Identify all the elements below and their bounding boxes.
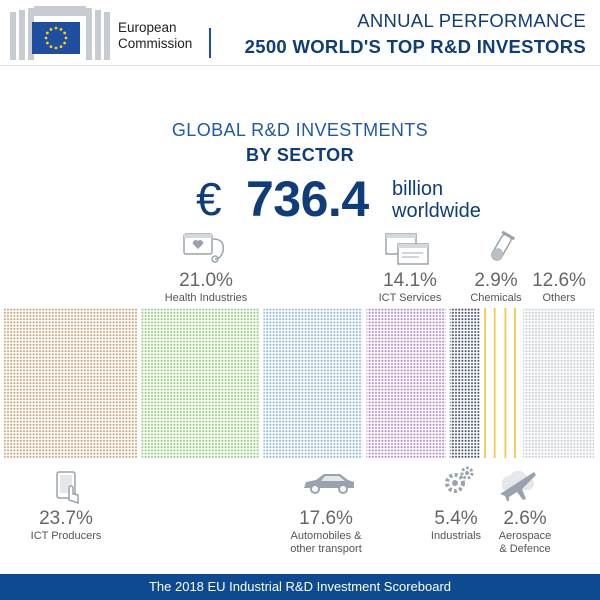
eu-flag-star xyxy=(45,41,49,45)
ict-producers-name: ICT Producers xyxy=(30,530,102,542)
eu-flag-star xyxy=(59,45,63,49)
sector-dots xyxy=(4,308,138,458)
eu-flag-star xyxy=(45,31,49,35)
eu-flag-star xyxy=(49,45,53,49)
header-bar: European Commission ANNUAL PERFORMANCE 2… xyxy=(0,0,600,66)
chemicals-percent: 2.9% xyxy=(474,270,518,291)
label-ict-producers: 23.7% ICT Producers xyxy=(20,508,112,543)
health-monitor-icon xyxy=(183,233,225,263)
aerospace-name-line2: & Defence xyxy=(499,543,551,555)
logo-text-line2: Commission xyxy=(118,36,193,51)
gears-icon xyxy=(445,466,474,493)
sector-dots xyxy=(263,308,363,458)
eu-flag-star xyxy=(59,27,63,31)
header-title: ANNUAL PERFORMANCE 2500 WORLD'S TOP R&D … xyxy=(245,10,586,58)
label-aerospace: 2.6% Aerospace & Defence xyxy=(490,508,560,556)
eu-flag-star xyxy=(44,36,48,40)
footer-bar: The 2018 EU Industrial R&D Investment Sc… xyxy=(0,574,600,600)
label-automobiles: 17.6% Automobiles & other transport xyxy=(280,508,372,556)
others-name: Others xyxy=(542,292,576,304)
sector-stripe xyxy=(514,308,516,458)
chemicals-name: Chemicals xyxy=(470,292,522,304)
sector-dot-chart xyxy=(4,308,594,458)
logo-divider xyxy=(209,28,211,58)
health-percent: 21.0% xyxy=(179,270,233,291)
car-icon xyxy=(304,474,354,494)
sector-stripe xyxy=(504,308,507,458)
ict-services-name: ICT Services xyxy=(378,292,442,304)
label-chemicals: 2.9% Chemicals xyxy=(464,270,528,305)
sector-block-chemicals xyxy=(484,308,496,458)
aerospace-percent: 2.6% xyxy=(503,508,547,529)
currency-symbol: € xyxy=(196,173,222,225)
automobiles-name-line1: Automobiles & xyxy=(290,530,362,542)
eu-flag-star xyxy=(63,31,67,35)
others-percent: 12.6% xyxy=(532,270,586,291)
aerospace-name-line1: Aerospace xyxy=(498,530,552,542)
sector-block-aerospace-defence xyxy=(504,308,516,458)
sector-block-automobiles-other-transport xyxy=(263,308,363,458)
eu-flag-star xyxy=(49,27,53,31)
automobiles-name-line2: other transport xyxy=(290,543,362,555)
sector-dots xyxy=(366,308,446,458)
main-title-line2: BY SECTOR xyxy=(246,145,354,165)
header-line2: 2500 WORLD'S TOP R&D INVESTORS xyxy=(244,36,586,57)
sector-stripe xyxy=(493,308,496,458)
sector-dots xyxy=(523,308,594,458)
sector-block-others xyxy=(523,308,594,458)
ict-producers-percent: 23.7% xyxy=(39,508,93,529)
industrials-percent: 5.4% xyxy=(434,508,478,529)
sector-block-industrials xyxy=(449,308,481,458)
sector-dots xyxy=(449,308,481,458)
header-line1: ANNUAL PERFORMANCE xyxy=(357,10,586,31)
total-value: 736.4 xyxy=(246,171,369,227)
browser-windows-icon xyxy=(385,233,429,265)
ict-services-percent: 14.1% xyxy=(383,270,437,291)
label-health-industries: 21.0% Health Industries xyxy=(150,270,262,305)
logo-text: European Commission xyxy=(118,20,192,52)
airplane-cloud-icon xyxy=(500,470,536,501)
sector-block-health-industries xyxy=(141,308,260,458)
test-tube-icon xyxy=(491,231,516,261)
total-unit-line1: billion xyxy=(392,178,444,200)
health-name: Health Industries xyxy=(164,292,248,304)
eu-flag-star xyxy=(54,46,58,50)
automobiles-percent: 17.6% xyxy=(299,508,353,529)
eu-flag-star xyxy=(54,26,58,30)
sector-dots xyxy=(141,308,260,458)
main-title-line1: GLOBAL R&D INVESTMENTS xyxy=(171,120,429,140)
eu-flag-star xyxy=(64,36,68,40)
eu-flag-icon xyxy=(32,22,80,54)
eu-flag-star xyxy=(63,41,67,45)
label-others: 12.6% Others xyxy=(527,270,591,305)
logo-text-line1: European xyxy=(118,20,177,35)
commission-building-icon xyxy=(10,6,110,60)
sector-block-ict-producers xyxy=(4,308,138,458)
total-unit-line2: worldwide xyxy=(392,200,481,222)
sector-stripe xyxy=(484,308,486,458)
label-ict-services: 14.1% ICT Services xyxy=(366,270,454,305)
industrials-name: Industrials xyxy=(430,530,482,542)
sector-block-ict-services xyxy=(366,308,446,458)
footer-text: The 2018 EU Industrial R&D Investment Sc… xyxy=(148,579,452,594)
european-commission-logo[interactable]: European Commission xyxy=(10,6,211,60)
tablet-touch-icon xyxy=(56,471,79,504)
label-industrials: 5.4% Industrials xyxy=(424,508,488,543)
